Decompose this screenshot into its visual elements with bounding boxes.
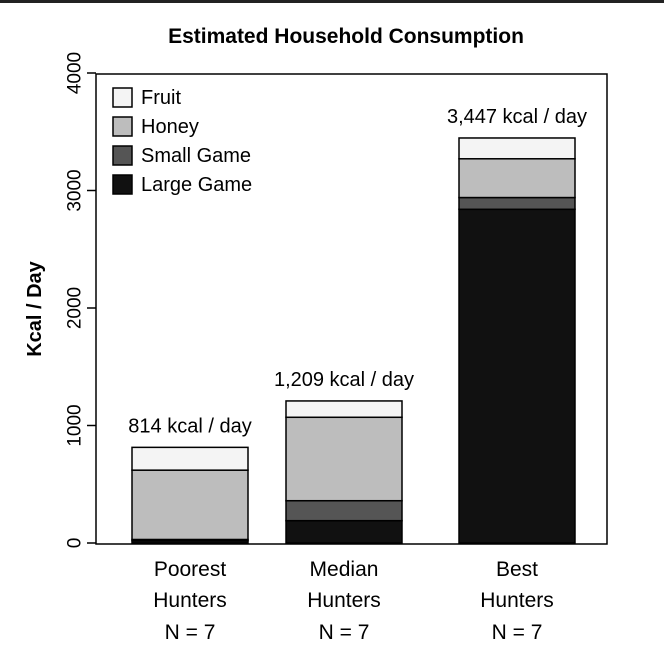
bar-stack [458, 137, 576, 544]
bar-segment-honey [131, 469, 249, 541]
legend-swatch-honey [112, 116, 133, 137]
total-label: 3,447 kcal / day [447, 106, 587, 128]
chart-title: Estimated Household Consumption [168, 25, 524, 48]
category-label: Poorest [154, 558, 227, 581]
bar-segment-small-game [458, 196, 576, 211]
y-tick-label: 4000 [65, 52, 86, 94]
legend-swatch-fruit [112, 87, 133, 108]
bar-segment-fruit [131, 446, 249, 471]
total-labels-group: 814 kcal / day 1,209 kcal / day 3,447 kcal… [128, 106, 587, 437]
y-tick-label: 2000 [65, 287, 86, 329]
bar-segment-honey [458, 158, 576, 199]
bar-segment-small-game [285, 499, 403, 522]
legend: Fruit Honey Small Game Large Game [112, 87, 252, 196]
legend-label-fruit: Fruit [141, 87, 181, 109]
category-label: N = 7 [492, 621, 543, 644]
bar-segment-large-game [458, 208, 576, 544]
category-label: N = 7 [319, 621, 370, 644]
category-label: Best [496, 558, 538, 581]
bars-group [131, 137, 576, 544]
y-axis: 0 1000 2000 3000 4000 [65, 52, 96, 548]
bar-stack [285, 400, 403, 544]
category-label: N = 7 [165, 621, 216, 644]
legend-swatch-large-game [112, 174, 133, 195]
y-tick-label: 0 [65, 538, 86, 549]
legend-label-honey: Honey [141, 116, 199, 138]
y-tick-label: 3000 [65, 169, 86, 211]
legend-swatch-small-game [112, 145, 133, 166]
bar-segment-fruit [285, 400, 403, 419]
category-label: Hunters [307, 589, 381, 612]
legend-label-small-game: Small Game [141, 145, 251, 167]
category-label: Median [310, 558, 379, 581]
bar-segment-large-game [285, 519, 403, 544]
legend-label-large-game: Large Game [141, 174, 252, 196]
total-label: 814 kcal / day [128, 415, 251, 437]
bar-segment-fruit [458, 137, 576, 160]
bar-segment-honey [285, 416, 403, 502]
bar-stack [131, 446, 249, 544]
category-labels-group: Poorest Hunters N = 7 Median Hunters N = 7 Bes… [153, 558, 554, 644]
category-label: Hunters [480, 589, 554, 612]
plot-area-frame [95, 73, 608, 545]
total-label: 1,209 kcal / day [274, 369, 414, 391]
y-tick-label: 1000 [65, 404, 86, 446]
category-label: Hunters [153, 589, 227, 612]
y-axis-label: Kcal / Day [24, 260, 46, 356]
top-border [0, 0, 664, 3]
